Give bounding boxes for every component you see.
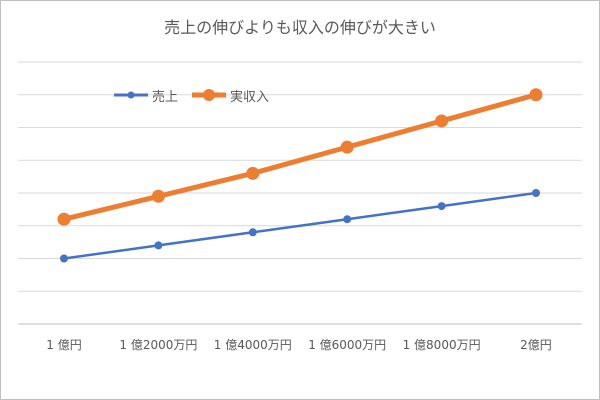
legend-swatch-income bbox=[192, 87, 227, 103]
legend-item-sales: 売上 bbox=[114, 86, 178, 105]
data-point-1-3 bbox=[340, 140, 354, 154]
chart-legend: 売上 実収入 bbox=[114, 86, 283, 105]
legend-swatch-sales bbox=[114, 87, 148, 103]
x-tick-label: 1 億2000万円 bbox=[119, 338, 198, 352]
data-point-1-5 bbox=[529, 88, 543, 102]
data-point-0-1 bbox=[154, 241, 163, 250]
series-line-0 bbox=[63, 191, 537, 260]
data-point-0-4 bbox=[437, 202, 446, 211]
data-point-1-4 bbox=[435, 114, 449, 128]
data-point-0-3 bbox=[343, 215, 352, 224]
x-tick-label: 1 億円 bbox=[46, 338, 82, 352]
data-point-1-2 bbox=[246, 166, 260, 180]
chart-title: 売上の伸びよりも収入の伸びが大きい bbox=[164, 18, 436, 37]
legend-label-income: 実収入 bbox=[230, 89, 270, 105]
x-tick-label: 1 億6000万円 bbox=[308, 338, 387, 352]
x-tick-label: 1 億8000万円 bbox=[402, 338, 481, 352]
data-point-1-0 bbox=[57, 212, 71, 226]
legend-item-income: 実収入 bbox=[192, 86, 269, 105]
x-tick-label: 1 億4000万円 bbox=[213, 338, 292, 352]
series-line-1 bbox=[63, 92, 537, 222]
data-point-0-5 bbox=[532, 189, 540, 197]
x-tick-label: 2億円 bbox=[520, 338, 552, 352]
legend-label-sales: 売上 bbox=[152, 89, 179, 105]
data-point-0-0 bbox=[60, 254, 68, 263]
data-point-1-1 bbox=[151, 189, 165, 203]
data-point-0-2 bbox=[248, 228, 257, 237]
